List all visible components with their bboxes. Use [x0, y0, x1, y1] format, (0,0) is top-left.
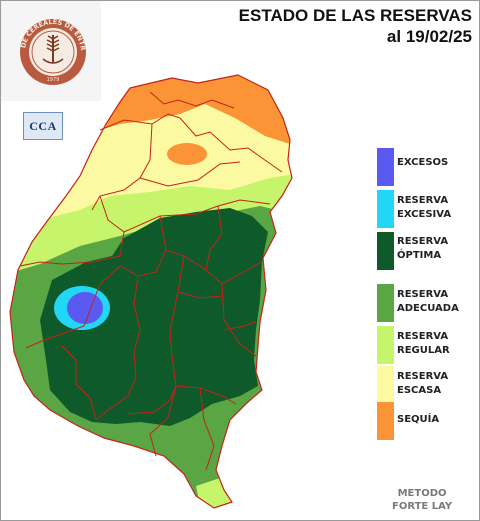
title-date: al 19/02/25	[386, 27, 472, 46]
zone-optima	[40, 208, 268, 426]
department-borders	[9, 74, 293, 509]
legend-line-1: RESERVA	[397, 195, 449, 206]
legend-label-escasa: RESERVA ESCASA	[397, 370, 448, 398]
legend-swatch-adecuada	[377, 284, 394, 322]
map-title: ESTADO DE LAS RESERVAS al 19/02/25	[239, 5, 472, 47]
legend-line-2: REGULAR	[397, 345, 450, 356]
legend-label-regular: RESERVA REGULAR	[397, 330, 450, 358]
seal-icon: BOLSA DE CEREALES DE ENTRE RIOS1979	[0, 0, 87, 85]
legend-swatch-sequia	[377, 402, 394, 440]
cca-logo-text: CCA	[29, 118, 57, 133]
legend-swatch-excesos	[377, 148, 394, 186]
legend-line-2: EXCESIVA	[397, 209, 452, 220]
title-line-1: ESTADO DE LAS RESERVAS	[238, 6, 472, 25]
method-line-1: METODO	[397, 488, 447, 499]
legend-label-excesiva: RESERVA EXCESIVA	[397, 194, 451, 222]
legend-line-1: RESERVA	[397, 371, 449, 382]
method-line-2: FORTE LAY	[392, 501, 453, 512]
legend-line-1: RESERVA	[397, 289, 449, 300]
legend-label-excesos: EXCESOS	[397, 157, 449, 168]
legend-line-2: ADECUADA	[397, 303, 459, 314]
legend-line-1: RESERVA	[397, 236, 449, 247]
legend-swatch-regular	[377, 326, 394, 364]
legend-label-adecuada: RESERVA ADECUADA	[397, 288, 459, 316]
zone-excesos	[67, 292, 103, 324]
legend-line-2: ESCASA	[397, 385, 442, 396]
legend-swatch-excesiva	[377, 190, 394, 228]
bolsa-cereales-seal-logo: BOLSA DE CEREALES DE ENTRE RIOS1979	[0, 0, 101, 101]
legend-line-1: RESERVA	[397, 331, 449, 342]
legend-label-optima: RESERVA ÓPTIMA	[397, 235, 448, 263]
legend-label-sequia: SEQUÍA	[397, 414, 440, 425]
legend-swatch-escasa	[377, 366, 394, 404]
legend-swatch-optima	[377, 232, 394, 270]
seal-year: 1979	[47, 77, 60, 83]
cca-logo: CCA	[23, 112, 63, 140]
zone-sequia-spot	[167, 143, 207, 165]
method-label: METODO FORTE LAY	[392, 487, 452, 513]
legend-line-2: ÓPTIMA	[397, 250, 442, 261]
